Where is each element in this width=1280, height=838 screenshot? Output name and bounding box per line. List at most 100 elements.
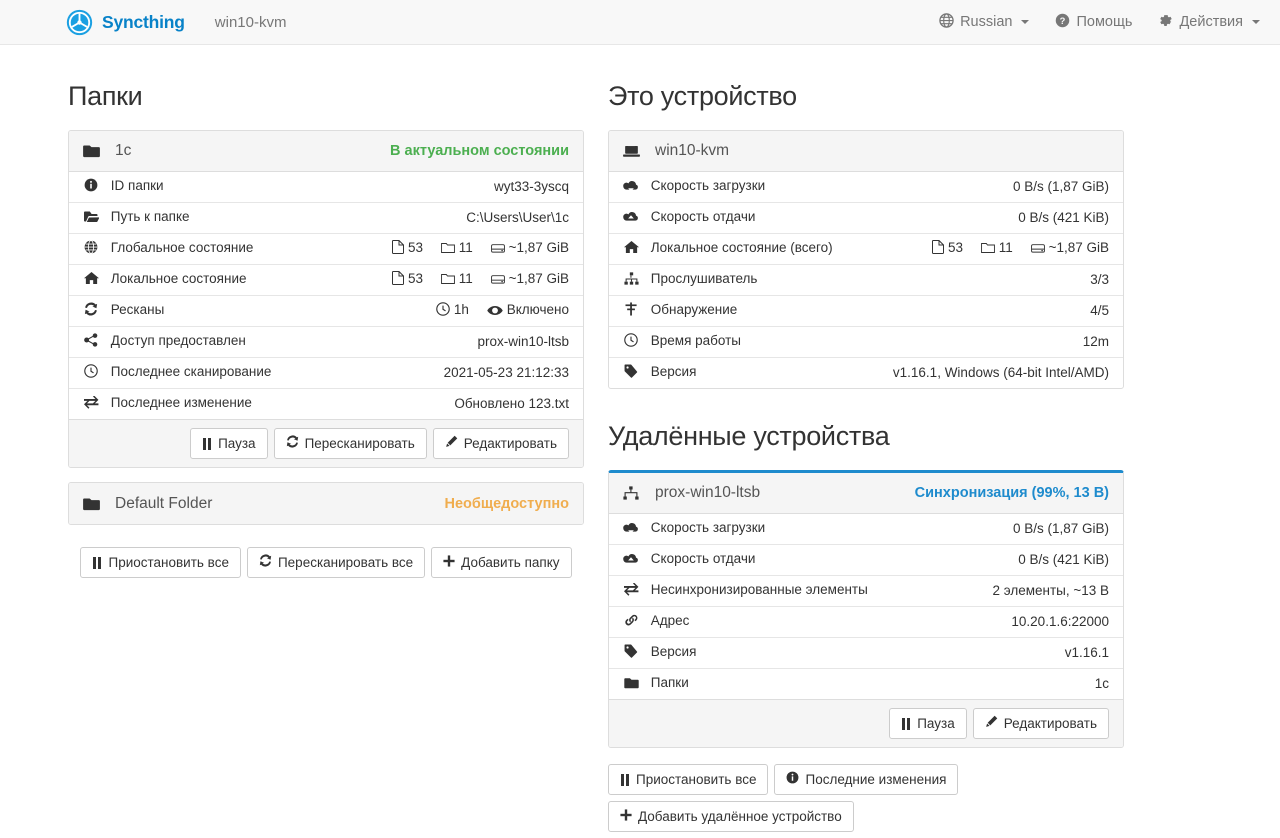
navbar-device-name: win10-kvm [214,13,287,31]
help-menu[interactable]: ? Помощь [1055,13,1132,32]
row-value: 10.20.1.6:22000 [944,606,1123,638]
pause-all-devices-button[interactable]: Приостановить все [608,764,769,795]
main-container: Папки 1c В актуальном состоянии ID папки… [0,45,1280,838]
exchange-icon [623,582,639,601]
this-device-name: win10-kvm [655,142,730,159]
row-value: v1.16.1, Windows (64-bit Intel/AMD) [862,357,1123,388]
folder-actions-1c: Пауза Пересканировать Редактировать [69,419,583,467]
folder-name-1c: 1c [115,142,132,159]
button-label: Приостановить все [636,772,757,787]
row-label: Версия [650,644,697,659]
refresh-icon [286,435,299,452]
row-label: Папки [650,675,689,690]
row-value: 0 B/s (1,87 GiB) [1012,521,1109,536]
stat-size: ~1,87 GiB [490,239,569,259]
recent-changes-button[interactable]: Последние изменения [774,764,959,795]
row-value: 2021-05-23 21:12:33 [324,357,583,389]
row-label: ID папки [110,178,164,193]
file-icon [392,271,404,290]
stat-value: 11 [458,271,473,286]
table-row: Последнее сканирование 2021-05-23 21:12:… [69,357,583,389]
link-icon [623,613,639,632]
brand-link[interactable]: Syncthing [66,9,185,36]
folder-outline-icon [440,241,455,259]
exchange-icon [83,395,99,414]
row-label: Доступ предоставлен [110,333,246,348]
rescan-all-folders-button[interactable]: Пересканировать все [246,547,426,578]
row-value: 1c [944,668,1123,699]
globe-icon [939,12,954,32]
table-row: Ресканы 1h Включено [69,295,583,327]
folder-outline-icon [440,272,455,290]
row-label: Время работы [650,333,741,348]
table-row: Скорость отдачи 0 B/s (421 KiB) [609,544,1123,576]
share-alt-icon [83,333,99,352]
cloud-download-icon [623,521,639,539]
stat-value: 53 [408,271,424,286]
button-label: Пересканировать все [277,555,414,570]
stat-size: ~1,87 GiB [1030,239,1109,259]
button-label: Добавить удалённое устройство [638,809,842,824]
add-remote-device-button[interactable]: Добавить удалённое устройство [608,801,854,832]
button-label: Добавить папку [461,555,560,570]
table-row: Путь к папке C:\Users\User\1c [69,202,583,234]
add-folder-button[interactable]: Добавить папку [431,547,572,578]
stat-size: ~1,87 GiB [490,270,569,290]
remote-device-panel: prox-win10-ltsb Синхронизация (99%, 13 B… [608,470,1124,748]
actions-menu[interactable]: Действия [1158,13,1260,32]
discovery-icon [623,302,639,321]
table-row: Обнаружение 4/5 [609,295,1123,327]
row-value: Обновлено 123.txt [324,388,583,419]
this-device-details: Скорость загрузки 0 B/s (1,87 GiB) Скоро… [609,172,1123,388]
this-device-panel: win10-kvm Скорость загрузки 0 B/s (1,87 … [608,130,1124,389]
folder-header-default[interactable]: Default Folder Необщедоступно [69,483,583,524]
this-device-header[interactable]: win10-kvm [609,131,1123,172]
row-value: 3/3 [862,264,1123,296]
language-label: Russian [960,14,1013,30]
table-row: Последнее изменение Обновлено 123.txt [69,388,583,419]
button-label: Пауза [218,436,256,451]
folder-details-1c: ID папки wyt33-3yscq Путь к папке C:\Use… [69,172,583,419]
folder-rescan-button[interactable]: Пересканировать [273,428,427,459]
stat-watch-enabled: Включено [487,301,569,321]
folder-edit-button[interactable]: Редактировать [432,428,569,459]
pause-all-folders-button[interactable]: Приостановить все [80,547,241,578]
folders-column: Папки 1c В актуальном состоянии ID папки… [68,45,584,838]
navbar-menu: Russian ? Помощь Действия [939,12,1260,32]
folder-outline-icon [980,241,995,259]
remote-device-actions: Пауза Редактировать [609,699,1123,747]
folder-pause-button[interactable]: Пауза [190,428,268,459]
remote-devices-global-actions-row1: Приостановить все Последние изменения [608,764,1124,795]
remote-device-icon [623,486,645,500]
table-row: Скорость загрузки 0 B/s (1,87 GiB) [609,172,1123,203]
row-label: Версия [650,364,697,379]
table-row: Скорость отдачи 0 B/s (421 KiB) [609,202,1123,234]
clock-icon [436,302,450,321]
folders-heading: Папки [68,81,143,111]
chevron-down-icon [1021,20,1030,24]
folder-header-1c[interactable]: 1c В актуальном состоянии [69,131,583,172]
remote-device-edit-button[interactable]: Редактировать [972,708,1109,739]
pause-icon [202,437,212,450]
pause-icon [92,556,102,569]
info-circle-icon [83,178,99,197]
out-of-sync-items-link[interactable]: 2 элементы, ~13 B [944,575,1123,607]
tag-icon [623,364,639,383]
remote-device-pause-button[interactable]: Пауза [889,708,967,739]
table-row: Версия v1.16.1 [609,637,1123,669]
button-label: Пауза [917,716,955,731]
remote-device-status: Синхронизация (99%, 13 B) [914,485,1109,501]
table-row: ID папки wyt33-3yscq [69,172,583,203]
language-menu[interactable]: Russian [939,12,1030,32]
folder-status-default: Необщедоступно [444,495,569,512]
remote-devices-global-actions-row2: Добавить удалённое устройство [608,801,1124,832]
cloud-download-icon [623,179,639,197]
remote-device-name: prox-win10-ltsb [655,484,761,501]
clock-icon [623,333,639,352]
table-row: Скорость загрузки 0 B/s (1,87 GiB) [609,514,1123,545]
stat-files: 53 [932,239,963,259]
pause-icon [620,773,630,786]
hdd-icon [1030,241,1045,259]
table-row: Адрес 10.20.1.6:22000 [609,606,1123,638]
remote-device-header[interactable]: prox-win10-ltsb Синхронизация (99%, 13 B… [609,473,1123,514]
